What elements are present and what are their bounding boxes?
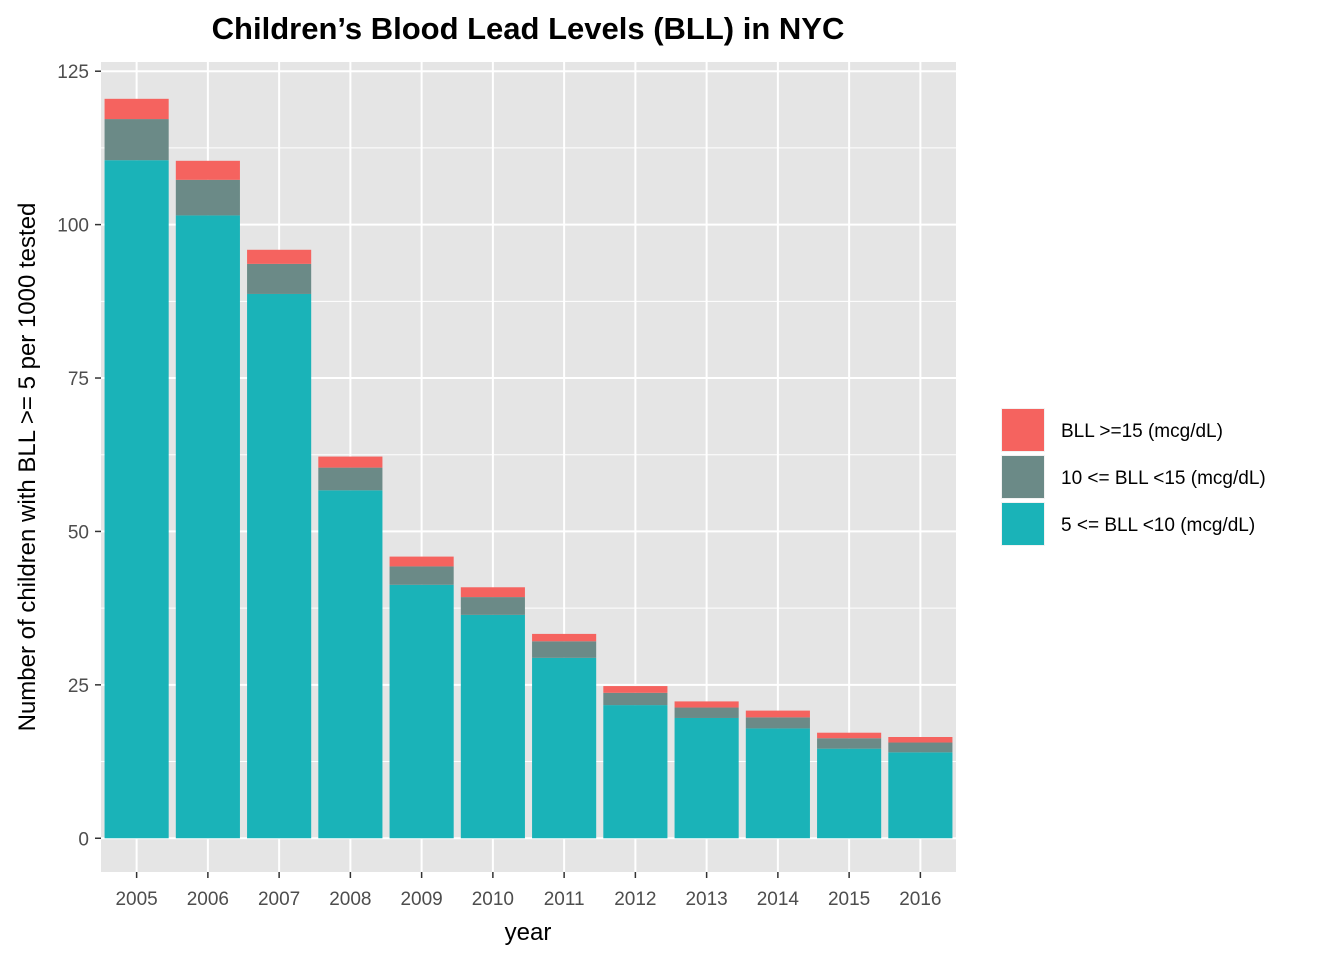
bar-segment-1 <box>389 584 454 839</box>
bar-segment-3 <box>817 732 882 739</box>
x-tick-label: 2012 <box>614 889 656 910</box>
bar-segment-1 <box>674 717 739 839</box>
bar-segment-1 <box>175 215 240 839</box>
legend-label: BLL >=15 (mcg/dL) <box>1061 421 1223 442</box>
bar-segment-2 <box>104 119 169 161</box>
bar-segment-2 <box>817 738 882 749</box>
y-tick-label: 25 <box>68 676 89 697</box>
bar-segment-2 <box>460 597 525 615</box>
x-axis: 2005 2006 2007 2008 2009 2010 2011 2012 2013 2014… <box>115 872 942 910</box>
legend-label: 5 <= BLL <10 (mcg/dL) <box>1061 515 1255 536</box>
bar-segment-1 <box>104 160 169 839</box>
bar-segment-3 <box>745 710 810 718</box>
x-tick-label: 2011 <box>544 889 585 910</box>
x-tick-label: 2015 <box>828 889 870 910</box>
x-tick-label: 2006 <box>187 889 229 910</box>
bar-segment-1 <box>817 748 882 839</box>
y-tick-label: 100 <box>57 216 89 237</box>
bar-segment-3 <box>603 686 668 693</box>
bar-segment-1 <box>745 728 810 839</box>
bar-segment-2 <box>888 742 953 753</box>
x-tick-label: 2016 <box>899 889 941 910</box>
bar-segment-3 <box>247 249 312 264</box>
bar-segment-1 <box>532 657 597 839</box>
y-tick-label: 50 <box>68 522 89 543</box>
bar-segment-3 <box>104 98 169 120</box>
x-tick-label: 2013 <box>685 889 727 910</box>
x-tick-label: 2007 <box>258 889 300 910</box>
bar-segment-3 <box>532 633 597 642</box>
bar-segment-1 <box>888 752 953 839</box>
bar-segment-2 <box>318 467 383 491</box>
y-tick-label: 75 <box>68 369 89 390</box>
bar-segment-2 <box>389 566 454 585</box>
legend: BLL >=15 (mcg/dL) 10 <= BLL <15 (mcg/dL) 5… <box>1001 408 1266 546</box>
x-tick-label: 2014 <box>757 889 800 910</box>
plot-panel <box>101 62 956 872</box>
bar-segment-3 <box>389 556 454 567</box>
bars <box>104 98 953 839</box>
legend-key-swatch <box>1002 409 1044 451</box>
bar-segment-1 <box>247 293 312 839</box>
legend-key-swatch <box>1002 456 1044 498</box>
bar-segment-2 <box>745 717 810 729</box>
x-tick-label: 2009 <box>400 889 442 910</box>
y-axis-title: Number of children with BLL >= 5 per 100… <box>14 203 41 732</box>
chart-title: Children’s Blood Lead Levels (BLL) in NY… <box>212 11 845 46</box>
x-tick-label: 2008 <box>329 889 371 910</box>
bar-segment-3 <box>674 701 739 708</box>
bar-segment-1 <box>460 614 525 839</box>
bar-segment-2 <box>674 707 739 718</box>
y-tick-label: 0 <box>78 829 89 850</box>
legend-label: 10 <= BLL <15 (mcg/dL) <box>1061 468 1266 489</box>
legend-key-swatch <box>1002 503 1044 545</box>
bar-segment-2 <box>247 263 312 294</box>
bar-segment-3 <box>460 587 525 598</box>
x-tick-label: 2010 <box>472 889 514 910</box>
bar-segment-1 <box>318 490 383 839</box>
bar-segment-1 <box>603 705 668 839</box>
bar-segment-2 <box>603 692 668 706</box>
x-tick-label: 2005 <box>115 889 157 910</box>
bar-segment-2 <box>175 179 240 216</box>
y-axis: 0 25 50 75 100 125 <box>57 62 101 850</box>
bar-segment-2 <box>532 641 597 658</box>
bar-segment-3 <box>318 456 383 468</box>
bar-segment-3 <box>888 737 953 743</box>
bar-segment-3 <box>175 160 240 180</box>
x-axis-title: year <box>505 919 552 946</box>
y-tick-label: 125 <box>57 62 89 83</box>
